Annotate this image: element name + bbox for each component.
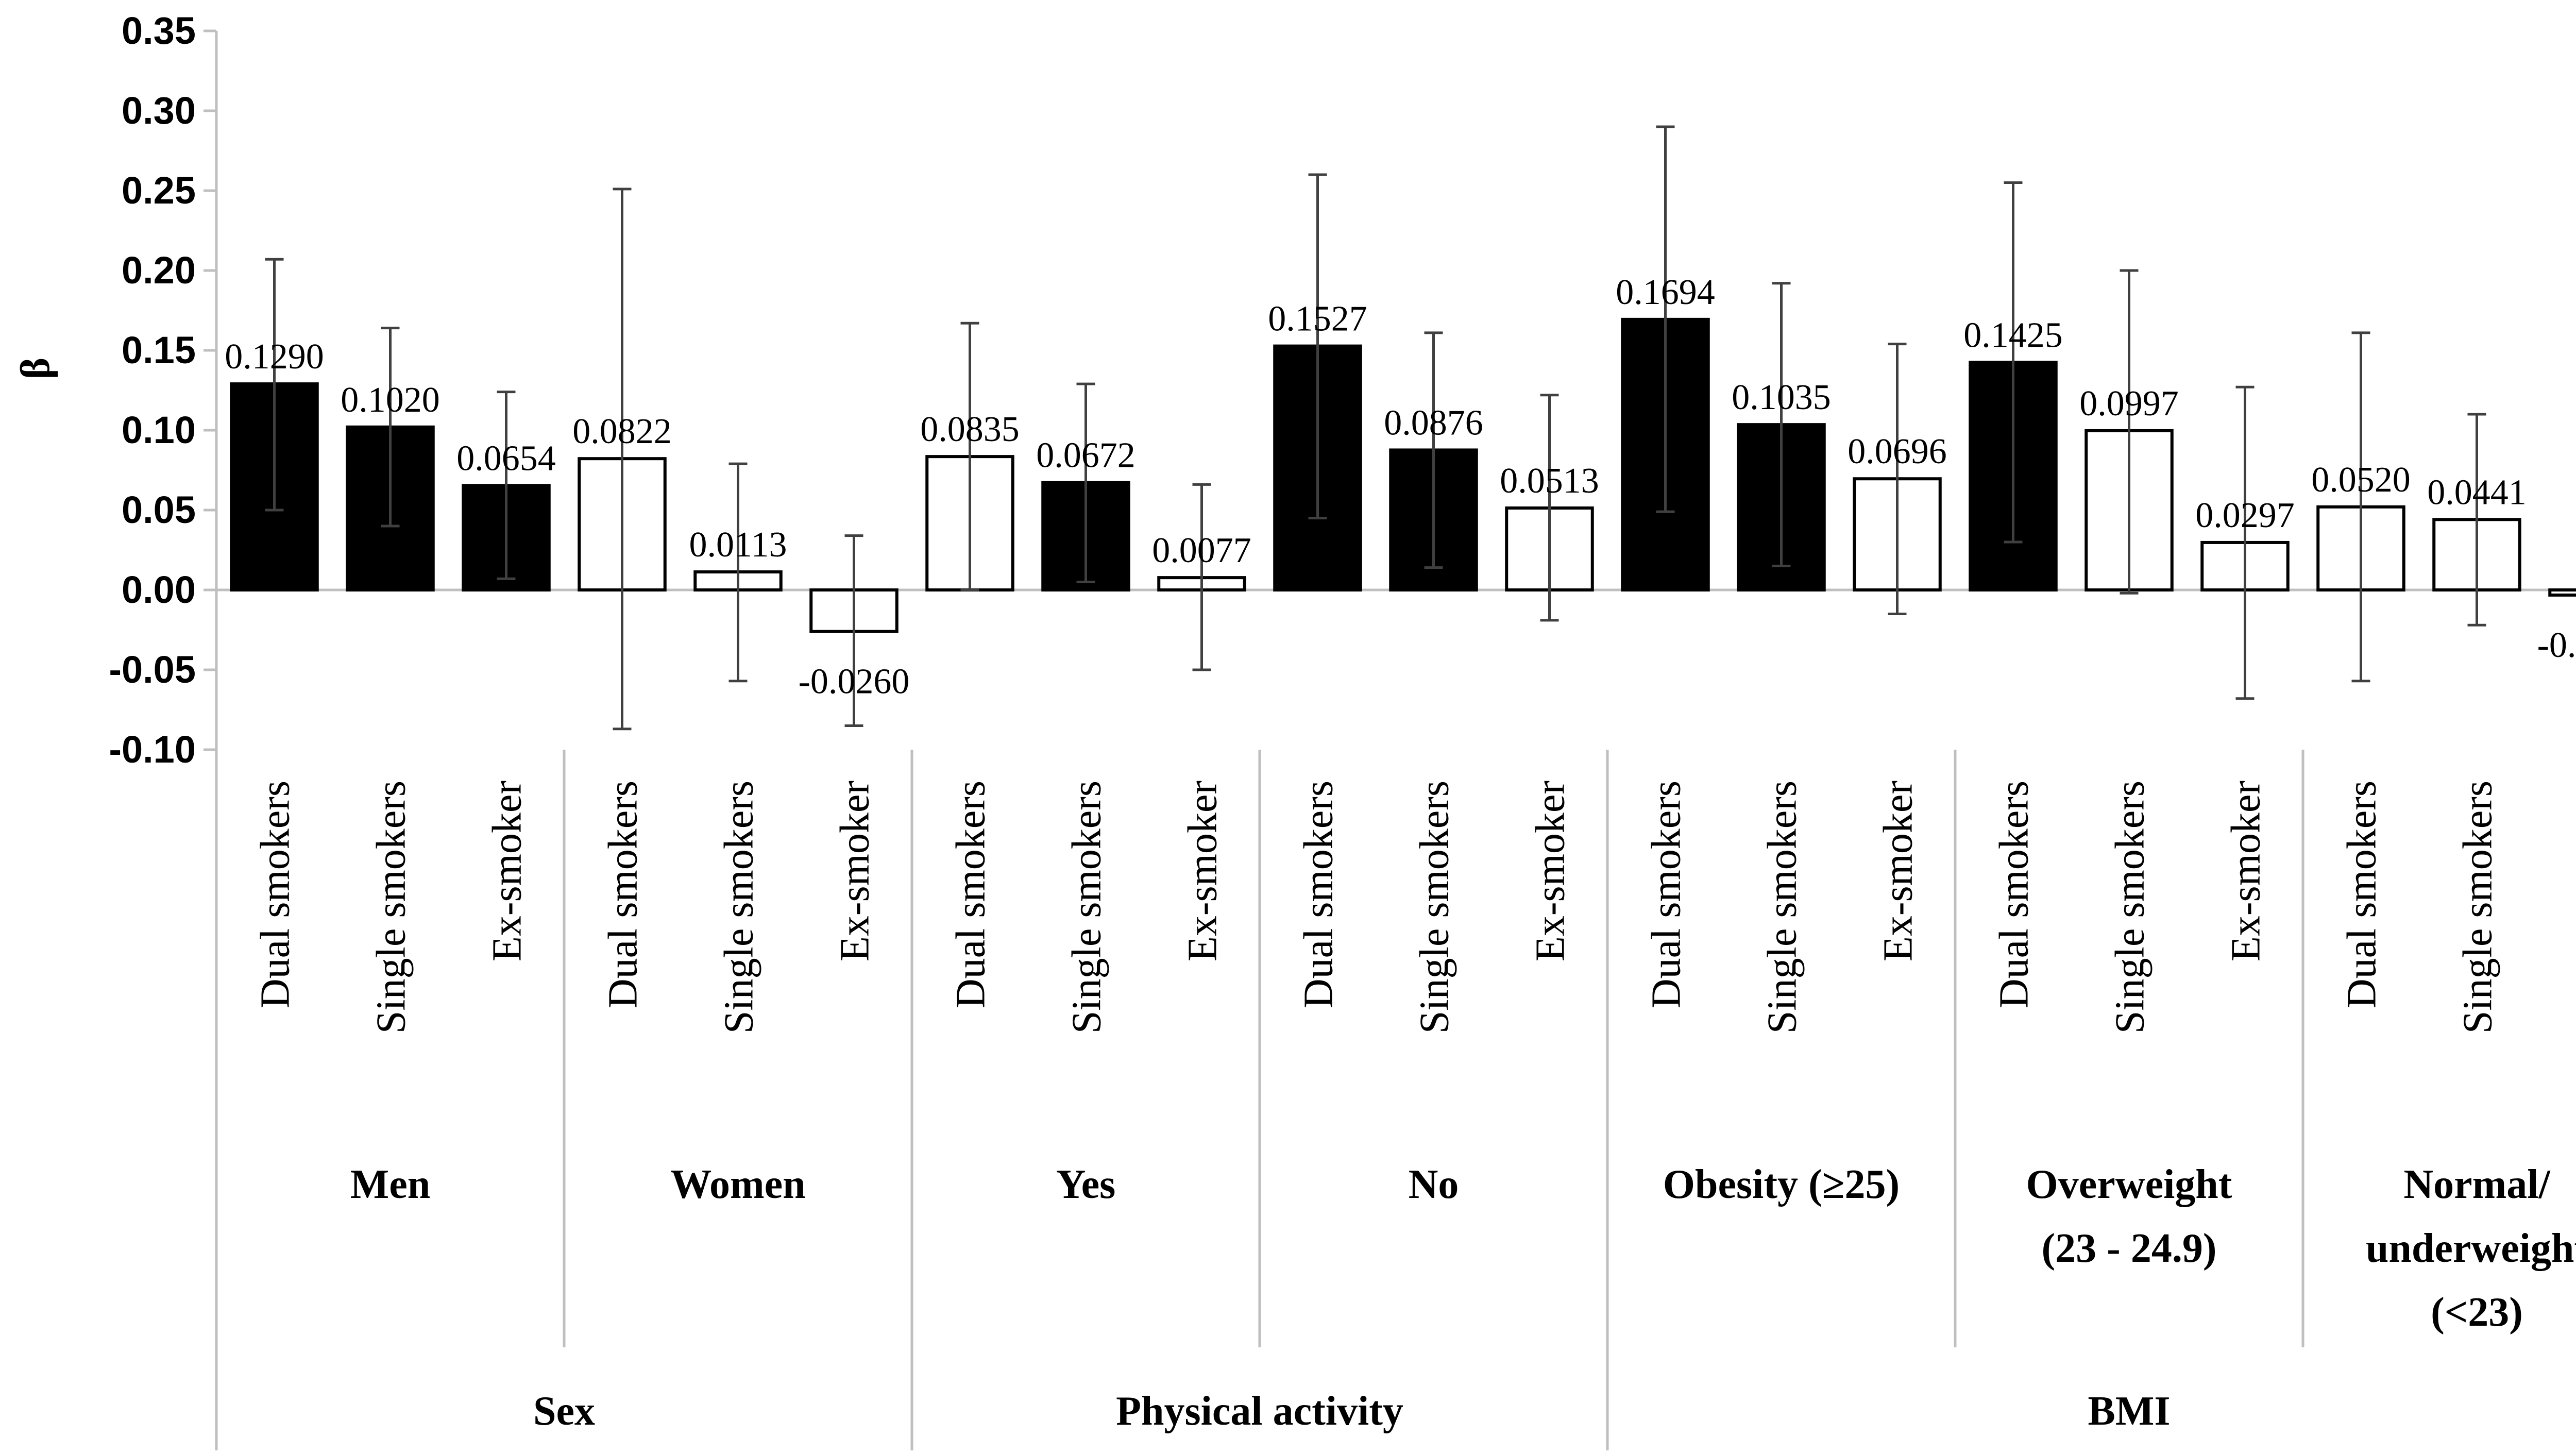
subgroup-label: Obesity (≥25): [1663, 1162, 1900, 1207]
data-label: 0.0835: [920, 410, 1020, 449]
data-label: 0.1425: [1963, 315, 2063, 355]
category-label: Dual smokers: [2340, 781, 2385, 1008]
outer-group-label: BMI: [2088, 1389, 2171, 1434]
category-label: Dual smokers: [601, 781, 646, 1008]
data-label: 0.1020: [341, 380, 440, 420]
bars-layer: [230, 125, 2576, 731]
data-label: 0.1290: [225, 337, 324, 377]
data-label: 0.1035: [1732, 378, 1831, 417]
y-tick-label: 0.10: [122, 409, 196, 451]
y-tick-label: 0.00: [122, 568, 196, 611]
category-label: Dual smokers: [1992, 781, 2037, 1008]
category-label: Ex-smoker: [1180, 781, 1226, 961]
data-label: 0.0822: [572, 412, 672, 451]
data-label: 0.0672: [1036, 436, 1136, 476]
y-axis-label: β: [13, 358, 58, 379]
y-tick-label: -0.05: [109, 648, 196, 691]
subgroup-label: Normal/underweight (<23): [2366, 1162, 2576, 1335]
subgroup-label: Yes: [1056, 1162, 1116, 1207]
data-label: 0.0997: [2079, 384, 2179, 424]
category-label: Ex-smoker: [485, 781, 530, 961]
data-label: 0.0441: [2427, 472, 2527, 512]
data-label: 0.0876: [1384, 403, 1483, 443]
y-tick-label: -0.10: [109, 728, 196, 771]
y-tick-label: 0.25: [122, 169, 196, 212]
category-label: Dual smokers: [1296, 781, 1342, 1008]
category-label: Ex-smoker: [1528, 781, 1573, 961]
y-tick-label: 0.30: [122, 89, 196, 132]
category-label: Single smokers: [717, 781, 762, 1034]
data-label: 0.0513: [1500, 461, 1599, 501]
subgroup-label: No: [1409, 1162, 1459, 1207]
data-label: 0.0297: [2195, 496, 2295, 535]
subgroup-label: Overweight (23 - 24.9): [2026, 1162, 2232, 1271]
data-label: -0.0032: [2537, 625, 2576, 665]
category-label: Ex-smoker: [833, 781, 878, 961]
y-tick-label: 0.05: [122, 488, 196, 531]
y-tick-label: 0.15: [122, 329, 196, 371]
y-tick-label: 0.35: [122, 9, 196, 52]
y-tick-label: 0.20: [122, 249, 196, 292]
category-label: Ex-smoker: [1876, 781, 1921, 961]
data-label: 0.0654: [456, 438, 556, 478]
data-label: 0.1527: [1268, 299, 1367, 339]
data-label: 0.0113: [689, 525, 787, 565]
category-label: Dual smokers: [1644, 781, 1689, 1008]
category-label: Single smokers: [2455, 781, 2501, 1034]
labels-layer: 0.1290 Dual smokers 0.1020 Single smokers 0.…: [225, 273, 2576, 1434]
data-label: 0.0077: [1152, 531, 1251, 570]
data-label: 0.0520: [2311, 460, 2411, 500]
data-label: 0.0696: [1848, 432, 1947, 471]
outer-group-label: Sex: [533, 1389, 595, 1434]
category-label: Single smokers: [1412, 781, 1458, 1034]
subgroup-label: Men: [350, 1162, 431, 1207]
category-label: Dual smokers: [253, 781, 298, 1008]
subgroup-label: Women: [670, 1162, 805, 1207]
category-label: Single smokers: [2108, 781, 2153, 1034]
bar: [2548, 588, 2576, 597]
data-label: -0.0260: [799, 662, 910, 702]
category-label: Ex-smoker: [2571, 781, 2576, 961]
category-label: Single smokers: [1064, 781, 1110, 1034]
category-label: Single smokers: [369, 781, 414, 1034]
outer-group-label: Physical activity: [1116, 1389, 1403, 1434]
category-label: Single smokers: [1760, 781, 1805, 1034]
data-label: 0.1694: [1616, 273, 1715, 312]
category-label: Ex-smoker: [2224, 781, 2269, 961]
category-label: Dual smokers: [948, 781, 994, 1008]
